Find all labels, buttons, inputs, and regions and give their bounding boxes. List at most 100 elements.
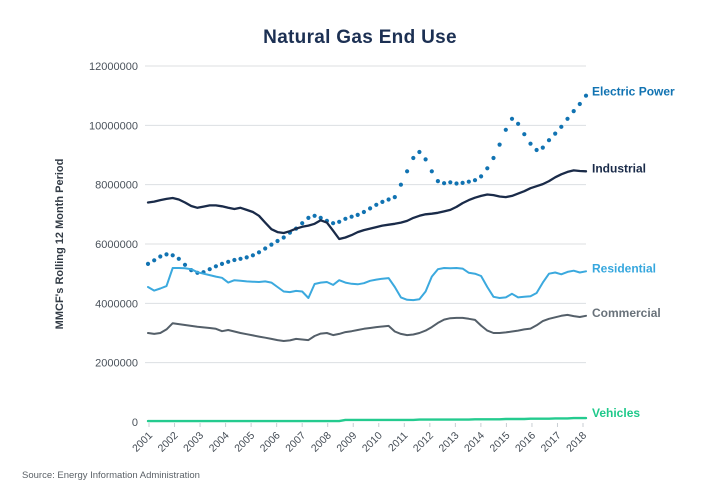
y-tick-label: 8000000 [95, 180, 138, 192]
series-dots-electric-power [503, 127, 508, 132]
y-tick-label: 6000000 [95, 239, 138, 251]
series-dots-electric-power [553, 131, 558, 136]
series-dots-electric-power [337, 219, 342, 224]
series-dots-electric-power [565, 116, 570, 121]
series-dots-electric-power [152, 258, 157, 263]
y-axis-title: MMCF's Rolling 12 Month Period [54, 159, 66, 330]
series-dots-electric-power [207, 267, 212, 272]
series-dots-electric-power [318, 215, 323, 220]
series-line-vehicles [146, 416, 588, 423]
series-dots-electric-power [417, 149, 422, 155]
series-dots-electric-power [213, 264, 218, 269]
y-tick-label: 0 [132, 417, 138, 429]
series-dots-electric-power [145, 261, 151, 266]
series-dots-electric-power [442, 181, 447, 186]
x-tick-label: 2014 [462, 430, 487, 455]
source-note: Source: Energy Information Administratio… [22, 470, 200, 481]
series-dots-electric-power [516, 121, 521, 126]
x-tick-label: 2010 [360, 430, 385, 455]
series-dots-electric-power [170, 253, 175, 258]
series-dots-electric-power [281, 235, 286, 240]
series-label-vehicles: Vehicles [592, 406, 640, 420]
series-dots-electric-power [571, 109, 576, 114]
x-tick-label: 2012 [411, 430, 436, 455]
y-tick-label: 12000000 [89, 61, 138, 73]
x-tick-label: 2003 [181, 430, 206, 455]
series-dots-electric-power [386, 197, 391, 202]
series-dots-electric-power [343, 216, 348, 221]
series-dots-electric-power [380, 199, 385, 204]
x-tick-label: 2001 [130, 430, 155, 455]
series-dots-electric-power [226, 259, 231, 264]
x-tick-label: 2004 [207, 430, 232, 455]
series-dots-electric-power [232, 257, 237, 263]
series-dots-electric-power [355, 212, 360, 217]
series-dots-electric-power [398, 182, 403, 187]
series-line-industrial [146, 169, 588, 241]
x-tick-label: 2002 [156, 430, 181, 455]
series-dots-electric-power [164, 252, 169, 257]
series-dots-electric-power [275, 238, 280, 244]
series-dots-electric-power [361, 209, 366, 215]
series-dots-electric-power [423, 157, 428, 162]
series-dots-electric-power [491, 155, 496, 161]
x-tick-label: 2013 [436, 430, 461, 455]
series-dots-electric-power [497, 142, 502, 147]
series-label-industrial: Industrial [592, 161, 646, 175]
series-dots-electric-power [238, 256, 243, 261]
chart-title: Natural Gas End Use [263, 27, 457, 48]
series-dots-electric-power [460, 180, 465, 185]
x-tick-label: 2008 [309, 430, 334, 455]
series-dots-electric-power [176, 256, 181, 261]
y-tick-label: 10000000 [89, 120, 138, 132]
x-tick-label: 2006 [258, 430, 283, 455]
series-dots-electric-power [522, 132, 527, 137]
x-tick-label: 2009 [334, 430, 359, 455]
series-dots-electric-power [392, 195, 397, 200]
series-dots-electric-power [534, 147, 539, 153]
series-dots-electric-power [528, 141, 533, 146]
series-label-residential: Residential [592, 261, 656, 275]
series-dots-electric-power [479, 174, 484, 179]
x-tick-label: 2011 [386, 430, 411, 455]
series-dots-electric-power [256, 250, 262, 255]
series-dots-electric-power [263, 246, 268, 251]
series-dots-electric-power [466, 179, 471, 184]
series-dots-electric-power [559, 124, 564, 129]
series-label-electric-power: Electric Power [592, 85, 675, 99]
series-dots-electric-power [368, 206, 373, 211]
x-tick-label: 2018 [564, 430, 589, 455]
y-tick-label: 4000000 [95, 298, 138, 310]
series-dots-electric-power [454, 181, 459, 186]
series-dots-electric-power [435, 179, 440, 184]
series-dots-electric-power [374, 202, 379, 207]
y-tick-label: 2000000 [95, 358, 138, 370]
series-dots-electric-power [331, 221, 336, 226]
series-dots-electric-power [269, 242, 274, 247]
series-label-commercial: Commercial [592, 306, 661, 320]
series-line-commercial [147, 313, 587, 342]
series-dots-electric-power [485, 166, 490, 171]
series-line-residential [147, 267, 587, 302]
series-dots-electric-power [306, 215, 311, 220]
x-tick-label: 2007 [283, 430, 308, 455]
series-dots-electric-power [577, 101, 582, 107]
x-tick-label: 2015 [488, 430, 513, 455]
series-dots-electric-power [219, 261, 225, 266]
series-dots-electric-power [312, 213, 317, 218]
series-dots-electric-power [540, 145, 545, 150]
series-dots-electric-power [405, 169, 410, 174]
series-dots-electric-power [429, 169, 434, 174]
series-dots-electric-power [250, 253, 255, 258]
series-dots-electric-power [546, 138, 552, 143]
series-dots-electric-power [583, 93, 589, 98]
series-dots-electric-power [244, 255, 249, 260]
series-dots-electric-power [411, 155, 416, 161]
series-dots-electric-power [158, 254, 163, 259]
series-dots-electric-power [509, 116, 515, 121]
x-tick-label: 2016 [513, 430, 538, 455]
series-dots-electric-power [448, 180, 453, 185]
series-dots-electric-power [182, 262, 188, 267]
x-tick-label: 2017 [539, 430, 564, 455]
